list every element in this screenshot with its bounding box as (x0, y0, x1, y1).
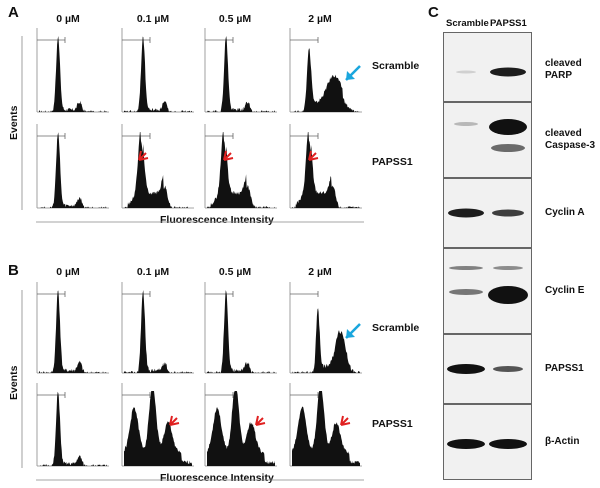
conc-a-3: 2 µM (308, 13, 332, 25)
hist-b-r1-c2 (207, 391, 275, 466)
red-arrow-b-1 (169, 415, 180, 426)
hist-a-r1-c3 (292, 132, 360, 208)
lane-label-papss1: PAPSS1 (490, 18, 527, 29)
band-parp-papss1 (490, 67, 526, 77)
blot-cleaved-caspase-3 (443, 102, 532, 178)
blue-arrow-b-head (346, 329, 355, 338)
panel-letter-c: C (428, 4, 439, 21)
row-label-b-papss1: PAPSS1 (372, 418, 413, 430)
red-arrow-a-1 (138, 150, 149, 161)
red-arrow-a-3 (308, 150, 319, 161)
row-label-a-scramble: Scramble (372, 60, 420, 72)
x-axis-label-a: Fluorescence Intensity (160, 214, 274, 226)
hist-b-r1-c0 (39, 391, 107, 466)
band-actin-papss1 (489, 439, 527, 449)
blot-cleaved-parp (443, 32, 532, 102)
band-cycline-papss1-upper (493, 266, 523, 270)
conc-b-1: 0.1 µM (136, 266, 170, 278)
hist-b-r0-c3 (292, 308, 360, 373)
hist-a-r0-c2 (207, 36, 275, 112)
hist-a-r1-c2 (207, 132, 275, 208)
band-casp3-scramble-upper (454, 122, 478, 126)
row-label-b-scramble: Scramble (372, 322, 420, 334)
red-arrow-a-2 (223, 150, 234, 161)
band-cycline-scramble-upper (449, 266, 483, 270)
band-papss1-papss1 (493, 366, 523, 372)
lane-label-scramble: Scramble (446, 18, 489, 29)
hist-b-r1-c3 (292, 391, 360, 466)
hist-a-r1-c1 (124, 132, 192, 208)
band-cyclina-scramble (448, 208, 484, 218)
blot-label-beta-actin: β-Actin (545, 436, 580, 447)
red-arrow-b-2 (255, 415, 266, 426)
hist-a-r0-c3 (292, 48, 360, 112)
blue-arrow-a-head (346, 71, 355, 80)
blot-label-cleaved-parp: cleaved PARP (545, 58, 582, 81)
band-cyclina-papss1 (492, 209, 524, 217)
blot-label-cyclin-e: Cyclin E (545, 285, 585, 296)
band-actin-scramble (447, 439, 485, 449)
band-cyclinE-papss1-lower (488, 286, 528, 304)
band-parp-scramble (456, 70, 476, 74)
blot-label-cleaved-caspase-3: cleaved Caspase-3 (545, 128, 596, 151)
panel-letter-a: A (8, 4, 19, 21)
hist-b-r0-c0 (39, 290, 107, 373)
conc-a-2: 0.5 µM (218, 13, 252, 25)
panel-letter-b: B (8, 262, 19, 279)
conc-b-0: 0 µM (56, 266, 80, 278)
row-label-a-papss1: PAPSS1 (372, 156, 413, 168)
blot-label-cyclin-a: Cyclin A (545, 207, 585, 218)
conc-a-0: 0 µM (56, 13, 80, 25)
conc-a-1: 0.1 µM (136, 13, 170, 25)
hist-a-r0-c0 (39, 36, 107, 112)
hist-b-r0-c2 (207, 290, 275, 373)
red-arrow-b-3 (340, 415, 351, 426)
band-casp3-papss1-lower (491, 144, 525, 152)
band-cycline-scramble-lower (449, 289, 483, 295)
band-papss1-scramble (447, 364, 485, 374)
conc-b-2: 0.5 µM (218, 266, 252, 278)
hist-a-r1-c0 (39, 132, 107, 208)
blot-label-papss1: PAPSS1 (545, 363, 584, 374)
hist-b-r1-c1 (124, 391, 192, 466)
conc-b-3: 2 µM (308, 266, 332, 278)
band-casp3-papss1-upper (489, 119, 527, 135)
hist-b-r0-c1 (124, 290, 192, 373)
x-axis-label-b: Fluorescence Intensity (160, 472, 274, 484)
hist-a-r0-c1 (124, 36, 192, 112)
